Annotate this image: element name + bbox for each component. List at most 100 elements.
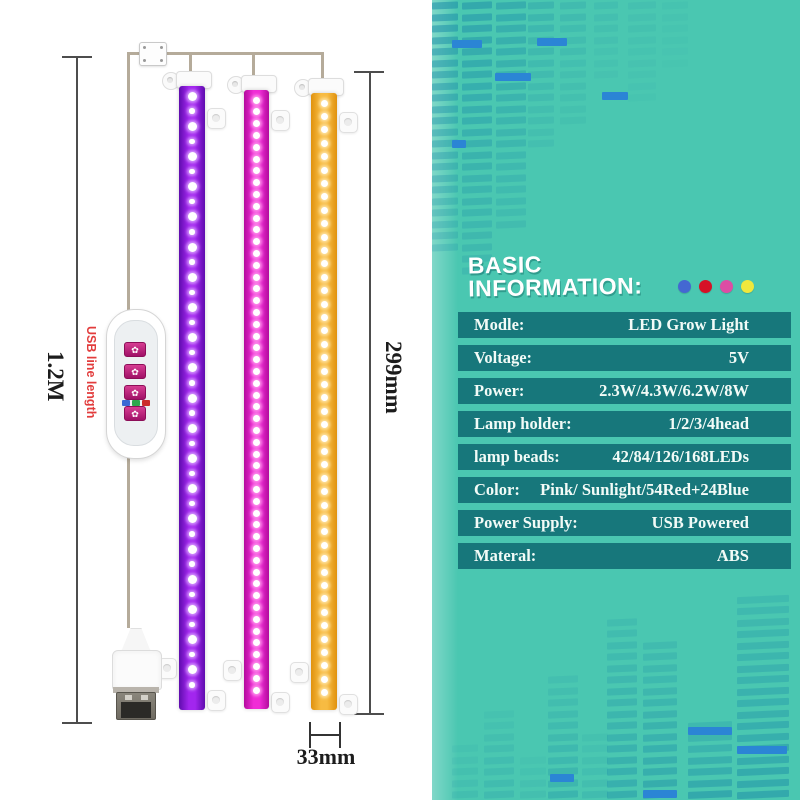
equalizer-bar [607, 617, 637, 627]
equalizer-bar [432, 185, 458, 194]
equalizer-bar [737, 628, 789, 639]
led-dot [253, 462, 260, 470]
led-dot [253, 320, 260, 328]
equalizer-bar [737, 594, 789, 604]
mount-clip-pink [223, 660, 242, 681]
dim-line-strip-vertical [369, 72, 371, 714]
led-dot [320, 421, 328, 429]
equalizer-bar [662, 12, 688, 22]
led-dot [320, 581, 328, 589]
equalizer-bar [607, 686, 637, 696]
led-dot [253, 367, 260, 375]
red-dot [699, 280, 712, 293]
led-dot [320, 501, 328, 509]
led-dot [189, 138, 195, 145]
equalizer-bar [582, 732, 608, 742]
equalizer-bar [594, 70, 618, 79]
equalizer-bar [528, 12, 554, 22]
equalizer-bar [560, 12, 586, 22]
controller-button-4[interactable]: ✿ [124, 406, 146, 421]
led-dot [320, 246, 328, 254]
equalizer-bar [643, 709, 677, 719]
led-strip-pink [244, 90, 269, 709]
equalizer-bar [737, 789, 789, 800]
equalizer-bar [520, 790, 546, 799]
controller-button-2[interactable]: ✿ [124, 364, 146, 379]
equalizer-bar [528, 116, 554, 125]
equalizer-bar [582, 744, 608, 753]
led-dot [320, 541, 328, 549]
usb-cable-horizontal [127, 52, 324, 55]
controller-button-1[interactable]: ✿ [124, 342, 146, 357]
led-dot [253, 131, 260, 139]
spec-row: Power: 2.3W/4.3W/6.2W/8W [458, 378, 791, 404]
equalizer-bar [662, 1, 688, 10]
equalizer-bar [607, 709, 637, 719]
equalizer-bar [432, 81, 458, 91]
led-dot [189, 531, 195, 537]
led-dot [187, 272, 197, 282]
cable-branch-2 [252, 52, 255, 82]
led-dot [320, 608, 328, 616]
led-dot [320, 233, 328, 241]
led-dot [253, 379, 260, 387]
spec-label: Color: [474, 480, 520, 499]
equalizer-bar [607, 698, 637, 707]
led-strip-purple [179, 86, 205, 710]
title-line-2: INFORMATION: [467, 272, 643, 302]
equalizer-bar [432, 219, 458, 229]
equalizer-bar [688, 767, 732, 776]
equalizer-bar [560, 47, 586, 56]
led-dot [187, 302, 197, 312]
led-dot [253, 497, 260, 505]
equalizer-bar [548, 709, 578, 719]
controller-panel [114, 320, 158, 446]
led-dot [253, 615, 260, 623]
led-dot [187, 635, 197, 645]
led-dot [187, 604, 197, 614]
equalizer-bar [528, 139, 554, 148]
led-dot [253, 580, 260, 588]
led-dot [187, 333, 197, 343]
led-dot [189, 380, 195, 386]
led-dot [320, 434, 328, 442]
led-dot [189, 259, 195, 265]
equalizer-bar [484, 721, 514, 730]
led-dot [253, 651, 260, 659]
mount-clip-pink [271, 110, 290, 131]
equalizer-bar [496, 139, 526, 148]
equalizer-bar [643, 698, 677, 707]
equalizer-bar [528, 127, 554, 137]
spec-value: ABS [716, 546, 749, 565]
equalizer-bar [662, 24, 688, 33]
led-dot [320, 206, 328, 214]
spec-value: Pink/ Sunlight/54Red+24Blue [540, 480, 749, 499]
equalizer-bar [628, 47, 656, 56]
equalizer-bar [452, 790, 478, 799]
equalizer-column [582, 539, 608, 800]
led-dot [187, 242, 197, 252]
equalizer-bar [628, 70, 656, 79]
equalizer-accent-bar [495, 73, 531, 81]
led-dot [253, 568, 260, 576]
controller-button-3[interactable]: ✿ [124, 385, 146, 400]
equalizer-bar [560, 116, 586, 125]
mount-clip-sunlight [339, 112, 358, 133]
mount-clip-sunlight [290, 662, 309, 683]
led-dot [320, 622, 328, 630]
equalizer-bar [643, 686, 677, 696]
led-dot [320, 555, 328, 563]
equalizer-bar [737, 720, 789, 731]
equalizer-bar [432, 162, 458, 171]
equalizer-bar [560, 70, 586, 79]
equalizer-bar [643, 755, 677, 765]
equalizer-bar [528, 58, 554, 68]
equalizer-bar [484, 778, 514, 788]
led-dot [189, 229, 195, 235]
led-dot [189, 500, 195, 507]
led-dot [189, 349, 195, 356]
led-dot [187, 544, 197, 554]
equalizer-bar [432, 47, 458, 56]
led-dot [320, 193, 328, 201]
led-dot [253, 627, 260, 635]
